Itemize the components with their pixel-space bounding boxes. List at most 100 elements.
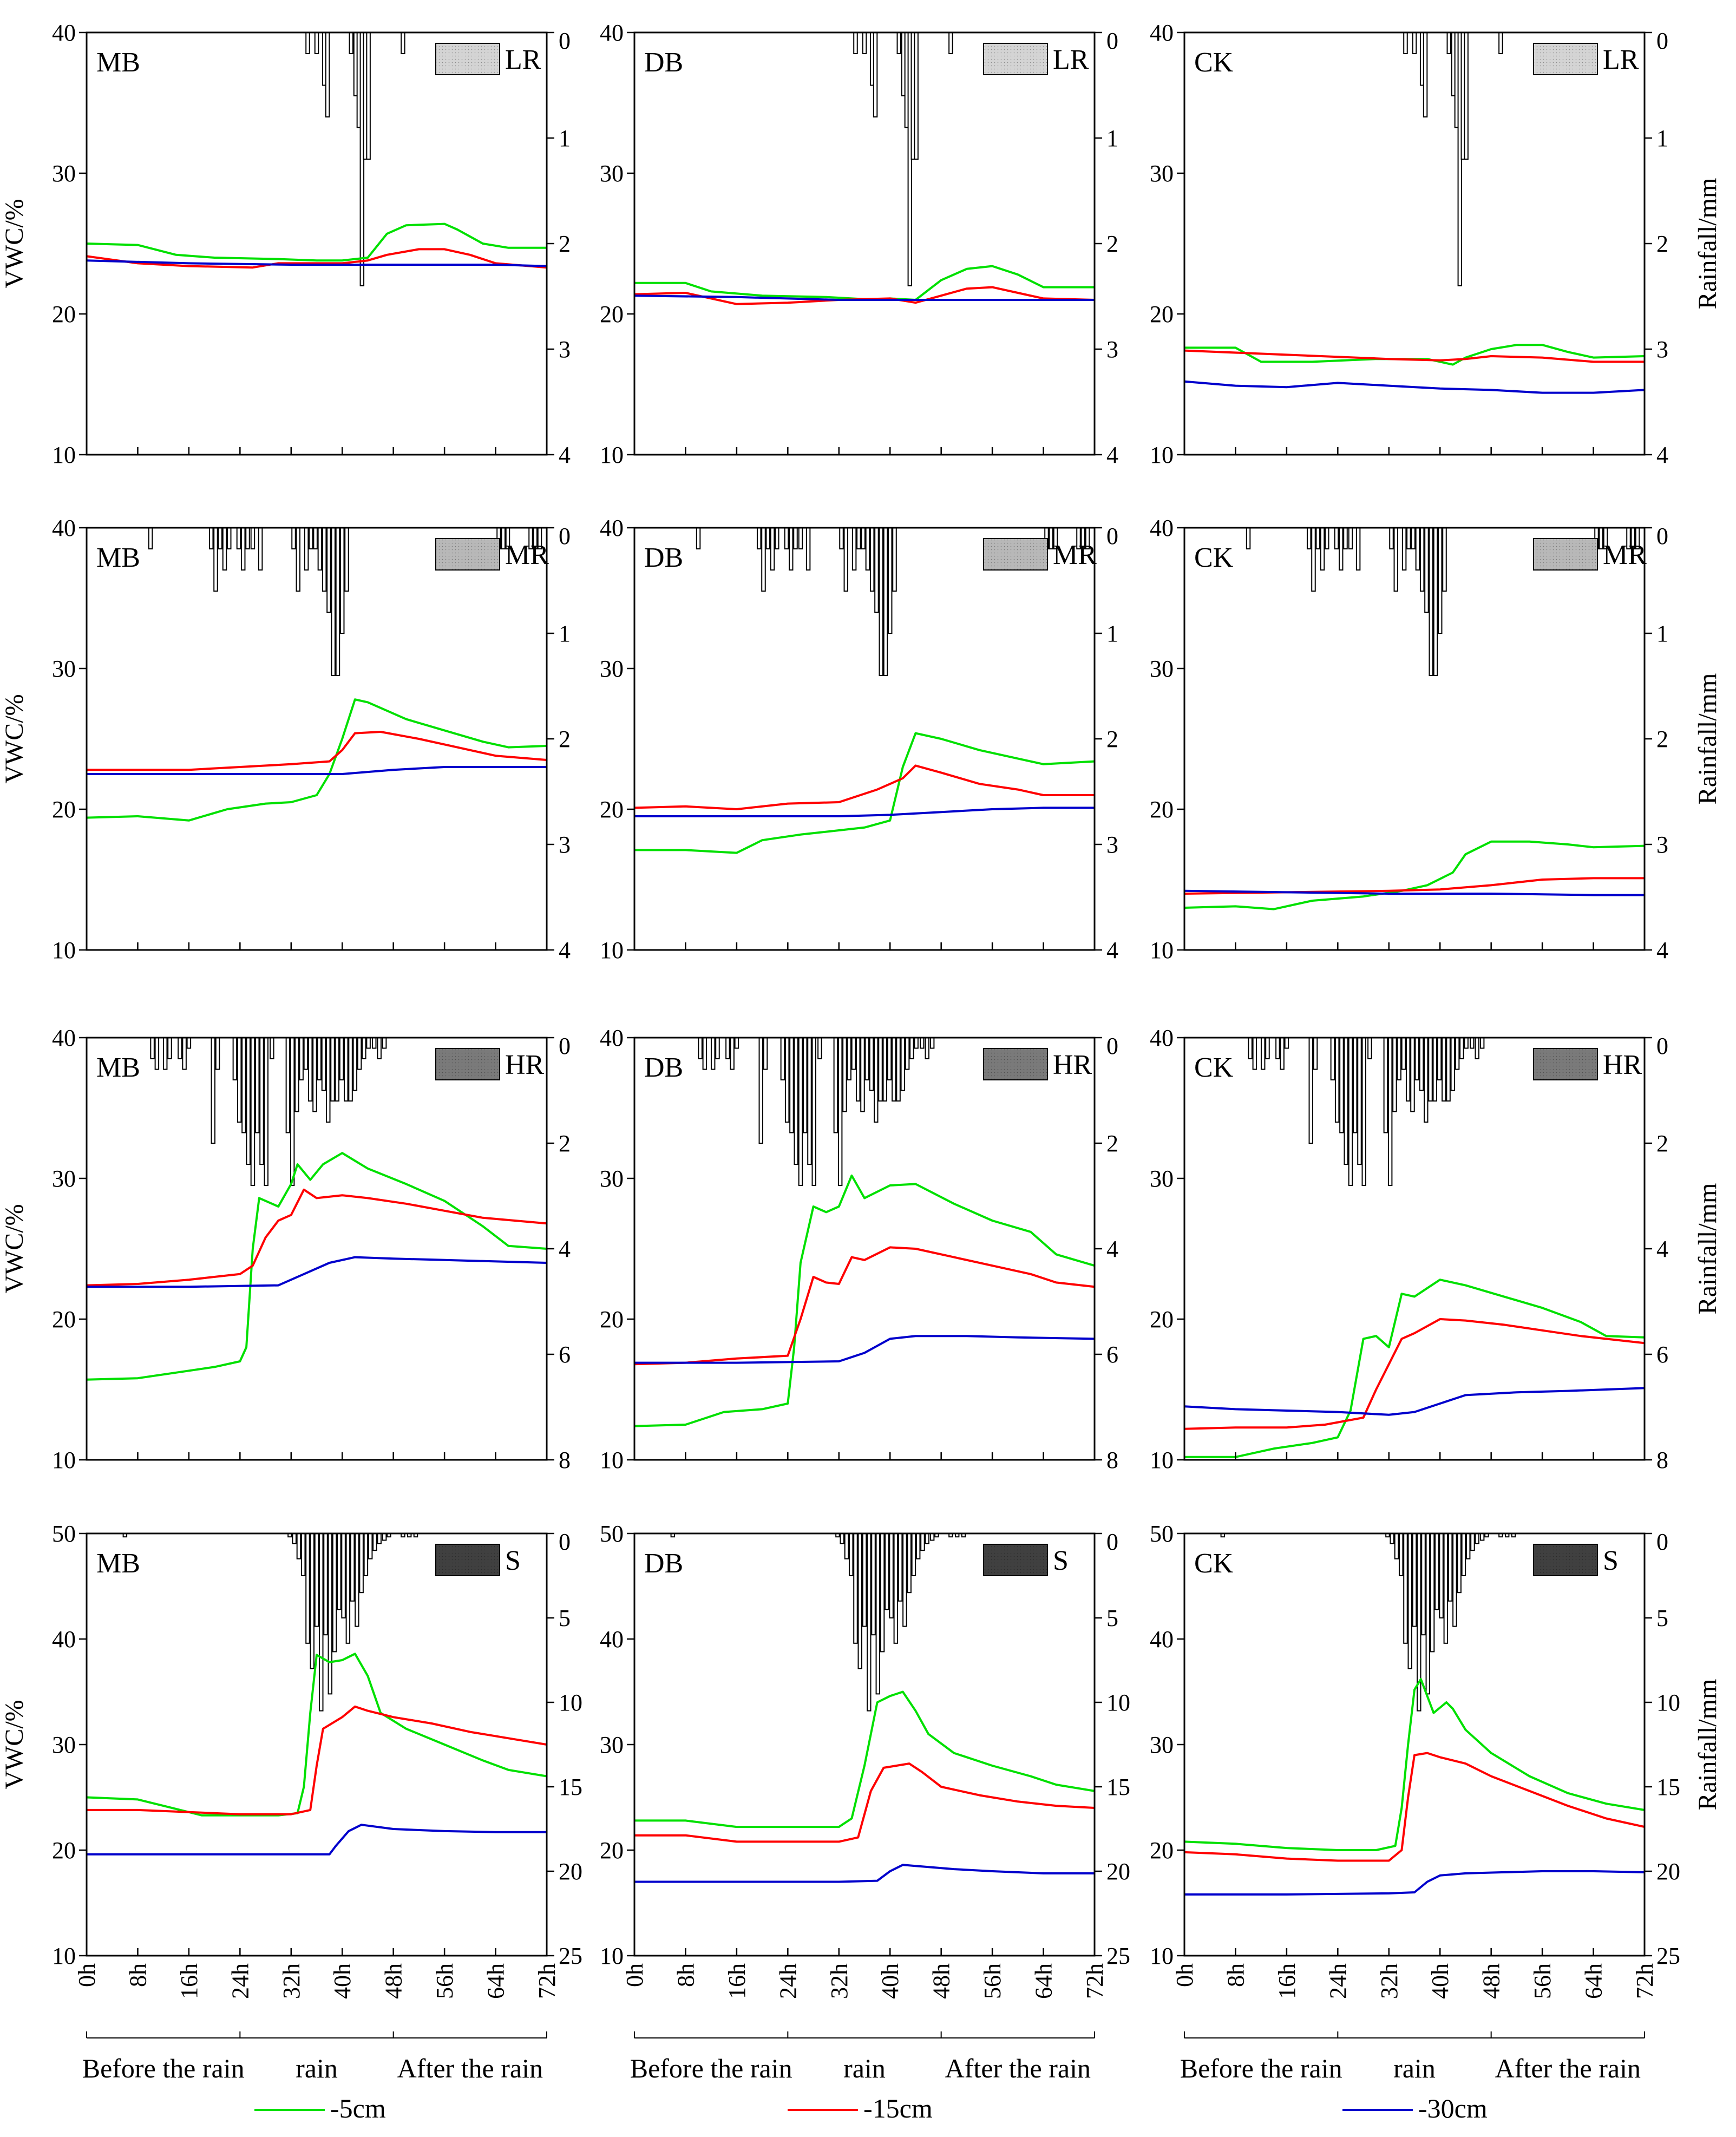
rain-bar-DB-S-19	[915, 1533, 921, 1559]
series-line-DB-MR-m30cm	[634, 807, 1095, 817]
rain-bar-MB-HR-2	[162, 1037, 168, 1070]
panel-tag-MB: MB	[96, 1052, 140, 1083]
rain-tick-label: 15	[559, 1774, 582, 1800]
series-line-DB-LR-m15cm	[634, 286, 1095, 305]
rain-bar-MB-MR-24	[501, 527, 506, 549]
rain-bar-DB-HR-5	[730, 1037, 735, 1070]
rain-legend-box	[435, 43, 500, 75]
panel-tag-DB: DB	[644, 542, 683, 573]
panel-tag-MB: MB	[96, 1548, 140, 1579]
x-tick-label: 56h	[1529, 1963, 1556, 1999]
rain-legend-label: S	[505, 1545, 521, 1576]
rain-bar-DB-S-8	[867, 1533, 872, 1712]
rain-bar-DB-HR-25	[864, 1037, 869, 1080]
rain-bar-MB-S-10	[327, 1533, 333, 1695]
panel-DB-MR: 10 20 30 40 0 1 2 3 4 DB MR	[600, 515, 1118, 963]
rain-tick-label: 4	[1656, 1236, 1668, 1262]
rain-bar-MB-LR-0	[305, 32, 310, 54]
phase-rain: rain	[1393, 2053, 1436, 2083]
vwc-tick-label: 20	[52, 1837, 76, 1864]
rain-legend-label: S	[1053, 1545, 1069, 1576]
rain-bar-MB-LR-1	[314, 32, 319, 54]
rain-legend-box	[983, 43, 1048, 75]
rain-tick-label: 10	[1106, 1689, 1130, 1716]
panel-CK-MR: 10 20 30 40 0 1 2 3 4 CK MR Rainfall/mm	[1150, 515, 1722, 963]
series-line-MB-MR-m5cm	[87, 698, 547, 822]
rain-bar-CK-S-10	[1425, 1533, 1431, 1695]
rain-legend-label: HR	[1603, 1050, 1642, 1080]
rain-tick-label: 20	[1656, 1858, 1680, 1885]
rain-bar-CK-MR-14	[1406, 527, 1411, 549]
rain-bar-MB-HR-32	[348, 1037, 353, 1102]
rain-bar-MB-S-6	[310, 1533, 315, 1669]
rain-bar-CK-MR-24	[1599, 527, 1603, 549]
rain-bar-MB-S-12	[337, 1533, 342, 1610]
rain-bar-DB-LR-3	[873, 32, 878, 117]
rain-bar-DB-HR-16	[811, 1037, 816, 1186]
rain-bar-CK-S-19	[1465, 1533, 1471, 1559]
rain-legend-label: MR	[505, 540, 549, 571]
rain-tick-label: 0	[1106, 28, 1118, 54]
rain-bar-CK-HR-18	[1383, 1037, 1388, 1133]
series-line-CK-HR-m15cm	[1184, 1318, 1645, 1430]
rain-bar-DB-S-20	[920, 1533, 925, 1551]
rain-bar-MB-S-9	[323, 1533, 328, 1636]
rain-bar-MB-MR-17	[322, 527, 327, 592]
rain-bar-DB-HR-3	[715, 1037, 720, 1059]
rain-legend-label: S	[1603, 1545, 1619, 1576]
x-tick-label: 64h	[483, 1963, 509, 1999]
rain-bar-MB-MR-5	[227, 527, 232, 549]
x-tick-label: 24h	[775, 1963, 801, 1999]
rain-legend-label: LR	[1603, 44, 1639, 75]
rain-bar-DB-MR-4	[770, 527, 775, 571]
rain-bar-CK-HR-24	[1410, 1037, 1415, 1112]
rain-tick-label: 4	[559, 1236, 571, 1262]
series-line-DB-MR-m15cm	[634, 764, 1095, 810]
rain-bar-DB-MR-16	[865, 527, 870, 571]
series-line-CK-MR-m30cm	[1184, 889, 1645, 896]
rain-bar-CK-HR-8	[1313, 1037, 1318, 1070]
rain-bar-DB-S-5	[853, 1533, 858, 1644]
rain-bar-MB-LR-3	[325, 32, 330, 117]
rain-tick-label: 0	[1106, 1033, 1118, 1059]
vwc-tick-label: 40	[1150, 1626, 1174, 1653]
rain-bar-MB-HR-7	[211, 1037, 215, 1144]
rain-bar-CK-S-16	[1452, 1533, 1457, 1627]
panel-MB-MR: 10 20 30 40 0 1 2 3 4 MB MR VWC/%	[0, 515, 571, 963]
rain-bar-MB-MR-4	[222, 527, 227, 571]
rain-tick-label: 0	[559, 28, 571, 54]
rain-tick-label: 15	[1656, 1774, 1680, 1800]
phase-rain: rain	[843, 2053, 886, 2083]
vwc-tick-label: 20	[1150, 301, 1174, 327]
rain-bar-MB-MR-22	[344, 527, 349, 592]
rain-bar-MB-LR-9	[366, 32, 371, 160]
rain-bar-CK-HR-7	[1308, 1037, 1313, 1144]
rain-bar-MB-HR-17	[270, 1037, 274, 1059]
rain-tick-label: 5	[559, 1605, 571, 1631]
rain-tick-label: 1	[1656, 125, 1668, 152]
phase-rain: rain	[296, 2053, 338, 2083]
x-tick-label: 24h	[227, 1963, 253, 1999]
rain-bar-MB-HR-24	[312, 1037, 317, 1112]
vwc-tick-label: 30	[1150, 160, 1174, 187]
rain-bar-MB-S-7	[314, 1533, 319, 1627]
rain-bar-CK-S-21	[1475, 1533, 1479, 1544]
panel-tag-MB: MB	[96, 542, 140, 573]
rain-bar-DB-HR-14	[802, 1037, 808, 1133]
rain-legend-box	[983, 1544, 1048, 1576]
rain-bar-DB-HR-11	[789, 1037, 794, 1133]
rain-bar-MB-HR-19	[290, 1037, 295, 1186]
rain-bar-CK-S-14	[1443, 1533, 1449, 1644]
rain-bar-CK-HR-0	[1248, 1037, 1253, 1059]
rain-legend-box	[435, 1544, 500, 1576]
x-tick-label: 72h	[1082, 1963, 1108, 1999]
rain-bar-MB-S-2	[292, 1533, 297, 1544]
series-line-DB-S-m15cm	[634, 1762, 1095, 1843]
rain-bar-DB-MR-12	[843, 527, 849, 592]
rain-bar-DB-HR-33	[900, 1037, 906, 1091]
vwc-tick-label: 40	[52, 515, 76, 541]
x-tick-label: 32h	[278, 1963, 305, 1999]
rain-bar-DB-HR-18	[833, 1037, 838, 1133]
rain-bar-MB-S-19	[368, 1533, 373, 1559]
rain-bar-DB-MR-17	[869, 527, 875, 592]
